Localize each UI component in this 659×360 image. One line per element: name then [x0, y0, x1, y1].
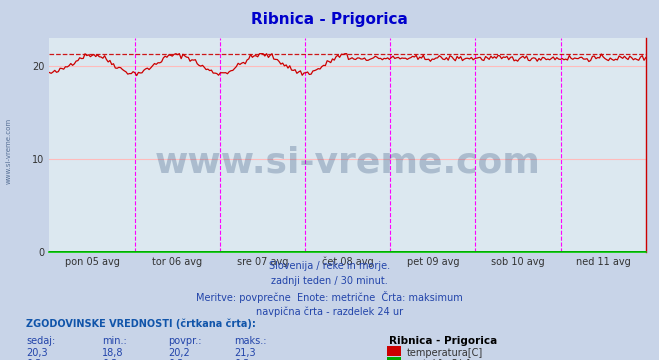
Text: Slovenija / reke in morje.: Slovenija / reke in morje.: [269, 261, 390, 271]
Text: maks.:: maks.:: [234, 336, 266, 346]
Text: 21,3: 21,3: [234, 348, 256, 358]
Text: pretok[m3/s]: pretok[m3/s]: [407, 359, 471, 360]
Text: 0,3: 0,3: [102, 359, 117, 360]
Text: sedaj:: sedaj:: [26, 336, 55, 346]
Text: 20,3: 20,3: [26, 348, 48, 358]
Text: ZGODOVINSKE VREDNOSTI (črtkana črta):: ZGODOVINSKE VREDNOSTI (črtkana črta):: [26, 319, 256, 329]
Text: Ribnica - Prigorica: Ribnica - Prigorica: [389, 336, 497, 346]
Text: navpična črta - razdelek 24 ur: navpična črta - razdelek 24 ur: [256, 306, 403, 317]
Text: 0,3: 0,3: [168, 359, 183, 360]
Text: min.:: min.:: [102, 336, 127, 346]
Text: zadnji teden / 30 minut.: zadnji teden / 30 minut.: [271, 276, 388, 286]
Text: temperatura[C]: temperatura[C]: [407, 348, 484, 358]
Text: 0,3: 0,3: [26, 359, 42, 360]
Text: 20,2: 20,2: [168, 348, 190, 358]
Text: www.si-vreme.com: www.si-vreme.com: [5, 118, 11, 184]
Text: povpr.:: povpr.:: [168, 336, 202, 346]
Text: www.si-vreme.com: www.si-vreme.com: [155, 145, 540, 179]
Text: 18,8: 18,8: [102, 348, 124, 358]
Text: Meritve: povprečne  Enote: metrične  Črta: maksimum: Meritve: povprečne Enote: metrične Črta:…: [196, 291, 463, 303]
Text: 0,3: 0,3: [234, 359, 249, 360]
Text: Ribnica - Prigorica: Ribnica - Prigorica: [251, 12, 408, 27]
